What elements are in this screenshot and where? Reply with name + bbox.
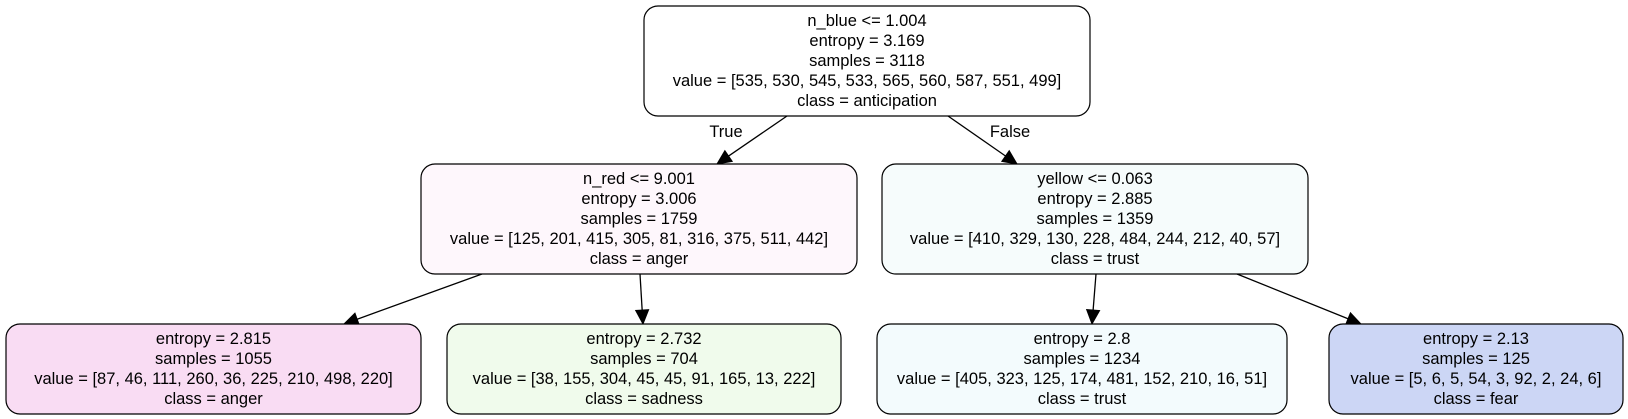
node-line: samples = 1359 [1037, 210, 1154, 228]
node-line: samples = 1759 [581, 210, 698, 228]
edge-left-leaf1 [342, 273, 483, 326]
tree-node-leaf2: entropy = 2.732 samples = 704 value = [38,… [446, 323, 842, 415]
node-box [420, 163, 858, 275]
node-line: samples = 1055 [155, 350, 272, 368]
edge-root-left: True [709, 115, 788, 165]
node-line: entropy = 2.885 [1037, 190, 1152, 208]
node-box [446, 323, 842, 415]
node-line: value = [405, 323, 125, 174, 481, 152, 2… [897, 370, 1267, 388]
nodes-layer: n_blue <= 1.004 entropy = 3.169 samples = … [5, 5, 1624, 415]
node-box [1328, 323, 1624, 415]
arrowhead [1344, 311, 1363, 326]
node-line: class = fear [1434, 390, 1519, 408]
node-line: entropy = 2.13 [1423, 330, 1529, 348]
node-box [881, 163, 1309, 275]
arrowhead [716, 149, 734, 165]
node-line: n_blue <= 1.004 [807, 12, 926, 30]
node-line: value = [410, 329, 130, 228, 484, 244, 2… [910, 230, 1280, 248]
edge-label-false: False [990, 123, 1030, 141]
edge-line [947, 115, 1006, 157]
node-line: samples = 3118 [809, 52, 925, 70]
tree-node-right: yellow <= 0.063 entropy = 2.885 samples = … [881, 163, 1309, 275]
node-line: class = trust [1051, 250, 1140, 268]
node-line: entropy = 3.169 [809, 32, 924, 50]
edge-line [639, 273, 643, 311]
node-line: n_red <= 9.001 [583, 170, 695, 188]
node-box [876, 323, 1288, 415]
node-line: entropy = 2.732 [586, 330, 701, 348]
node-line: yellow <= 0.063 [1037, 170, 1153, 188]
node-line: class = anger [164, 390, 263, 408]
node-line: entropy = 2.815 [156, 330, 271, 348]
node-line: class = trust [1038, 390, 1127, 408]
edge-right-leaf3 [1085, 273, 1101, 326]
arrowhead [634, 309, 650, 326]
edge-root-right: False [947, 115, 1030, 165]
edge-right-leaf4 [1236, 273, 1363, 326]
edge-left-leaf2 [634, 273, 650, 326]
node-line: entropy = 2.8 [1034, 330, 1131, 348]
tree-node-root: n_blue <= 1.004 entropy = 3.169 samples = … [643, 5, 1091, 117]
arrowhead [1000, 149, 1018, 165]
tree-node-leaf1: entropy = 2.815 samples = 1055 value = [87… [5, 323, 422, 415]
edge-line [356, 273, 483, 320]
tree-node-leaf4: entropy = 2.13 samples = 125 value = [5, 6… [1328, 323, 1624, 415]
node-line: samples = 704 [590, 350, 698, 368]
edge-line [1092, 273, 1097, 311]
node-line: samples = 1234 [1024, 350, 1141, 368]
edge-line [1236, 273, 1349, 320]
node-line: class = anticipation [797, 92, 937, 110]
node-line: value = [38, 155, 304, 45, 45, 91, 165, … [473, 370, 816, 388]
tree-node-leaf3: entropy = 2.8 samples = 1234 value = [405,… [876, 323, 1288, 415]
node-line: value = [5, 6, 5, 54, 3, 92, 2, 24, 6] [1351, 370, 1602, 388]
edge-label-true: True [709, 123, 742, 141]
edge-line [728, 115, 788, 157]
node-line: samples = 125 [1422, 350, 1530, 368]
node-box [5, 323, 422, 415]
arrowhead [1085, 308, 1101, 326]
node-line: value = [125, 201, 415, 305, 81, 316, 37… [450, 230, 828, 248]
node-box [643, 5, 1091, 117]
tree-node-left: n_red <= 9.001 entropy = 3.006 samples = 1… [420, 163, 858, 275]
node-line: value = [535, 530, 545, 533, 565, 560, 5… [673, 72, 1062, 90]
node-line: value = [87, 46, 111, 260, 36, 225, 210,… [34, 370, 393, 388]
node-line: entropy = 3.006 [581, 190, 696, 208]
node-line: class = sadness [585, 390, 703, 408]
node-line: class = anger [590, 250, 689, 268]
